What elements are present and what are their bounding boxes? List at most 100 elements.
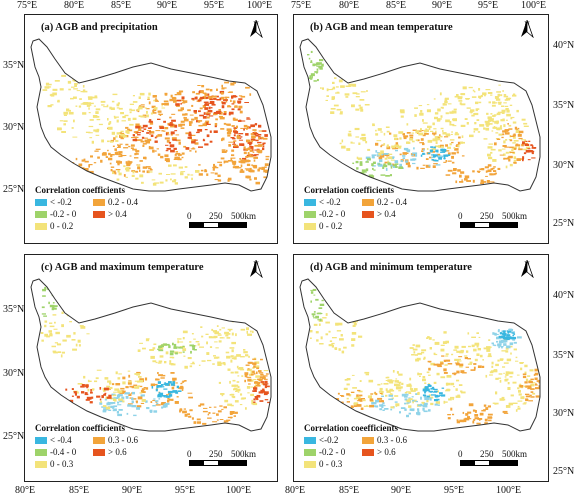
map-pixel — [159, 348, 163, 351]
map-pixel — [358, 104, 361, 107]
map-pixel — [263, 169, 268, 173]
map-pixel — [68, 88, 71, 91]
map-pixel — [478, 95, 482, 99]
map-pixel — [221, 84, 223, 88]
map-pixel — [52, 314, 57, 316]
map-pixel — [106, 402, 111, 406]
map-pixel — [69, 321, 72, 323]
map-pixel — [398, 146, 402, 149]
map-pixel — [239, 368, 245, 371]
map-pixel — [158, 172, 162, 175]
map-pixel — [221, 394, 224, 397]
map-pixel — [252, 370, 255, 374]
map-pixel — [57, 351, 62, 353]
map-pixel — [442, 103, 446, 106]
map-pixel — [356, 404, 362, 407]
map-pixel — [163, 395, 166, 398]
map-pixel — [351, 344, 355, 347]
map-pixel — [227, 105, 231, 107]
map-pixel — [226, 419, 231, 421]
map-pixel — [118, 155, 123, 158]
map-pixel — [250, 133, 254, 135]
map-pixel — [504, 376, 507, 378]
map-pixel — [483, 404, 487, 407]
map-pixel — [142, 124, 148, 128]
map-pixel — [88, 107, 90, 110]
map-pixel — [54, 321, 56, 324]
map-pixel — [354, 323, 357, 326]
map-pixel — [214, 125, 217, 128]
map-pixel — [142, 114, 148, 117]
map-pixel — [230, 355, 234, 358]
map-pixel — [433, 381, 437, 384]
map-pixel — [352, 324, 356, 327]
map-pixel — [405, 391, 411, 393]
lat-label: 25°N — [3, 184, 25, 195]
map-pixel — [158, 113, 160, 115]
map-pixel — [182, 337, 185, 340]
map-pixel — [359, 137, 365, 140]
map-pixel — [221, 138, 223, 142]
map-pixel — [465, 98, 470, 100]
map-pixel — [243, 159, 248, 162]
map-pixel — [236, 134, 239, 137]
map-pixel — [53, 351, 58, 354]
map-pixel — [253, 401, 256, 403]
map-pixel — [523, 122, 528, 125]
map-pixel — [445, 340, 449, 344]
lat-label: 30°N — [553, 160, 574, 171]
map-pixel — [486, 180, 490, 183]
map-pixel — [331, 96, 335, 100]
map-pixel — [394, 147, 399, 150]
map-pixel — [354, 405, 357, 407]
map-pixel — [330, 108, 336, 110]
map-pixel — [243, 349, 246, 351]
map-pixel — [132, 95, 135, 97]
map-pixel — [116, 103, 120, 107]
map-pixel — [177, 92, 182, 96]
map-pixel — [132, 101, 138, 103]
map-pixel — [455, 145, 458, 147]
map-pixel — [104, 387, 109, 391]
map-pixel — [375, 129, 377, 132]
map-pixel — [208, 106, 211, 110]
map-pixel — [350, 391, 355, 393]
map-pixel — [317, 313, 323, 314]
map-pixel — [407, 399, 411, 403]
map-pixel — [127, 117, 131, 121]
map-pixel — [389, 174, 392, 177]
map-pixel — [397, 381, 402, 383]
map-pixel — [523, 148, 527, 151]
map-pixel — [310, 73, 315, 77]
map-pixel — [412, 152, 418, 154]
legend-label: <-0.2 — [319, 435, 339, 445]
map-pixel — [191, 417, 194, 420]
map-pixel — [178, 166, 183, 169]
map-pixel — [105, 406, 111, 410]
map-pixel — [146, 170, 150, 174]
map-pixel — [122, 400, 125, 403]
map-pixel — [519, 385, 524, 388]
map-pixel — [221, 96, 225, 100]
map-pixel — [325, 333, 329, 336]
map-pixel — [443, 158, 446, 160]
map-pixel — [532, 392, 536, 395]
map-pixel — [464, 357, 468, 360]
map-pixel — [121, 132, 125, 135]
map-pixel — [230, 157, 236, 159]
map-pixel — [457, 169, 461, 172]
map-pixel — [168, 393, 171, 395]
map-pixel — [135, 170, 139, 173]
map-pixel — [211, 328, 214, 331]
map-pixel — [351, 104, 355, 108]
map-pixel — [154, 383, 158, 386]
map-pixel — [119, 143, 123, 145]
map-pixel — [445, 144, 448, 147]
map-pixel — [158, 398, 161, 400]
map-pixel — [171, 398, 174, 401]
map-pixel — [252, 154, 257, 157]
map-pixel — [191, 118, 195, 121]
map-pixel — [146, 407, 150, 410]
map-pixel — [247, 361, 252, 364]
map-pixel — [136, 405, 142, 408]
